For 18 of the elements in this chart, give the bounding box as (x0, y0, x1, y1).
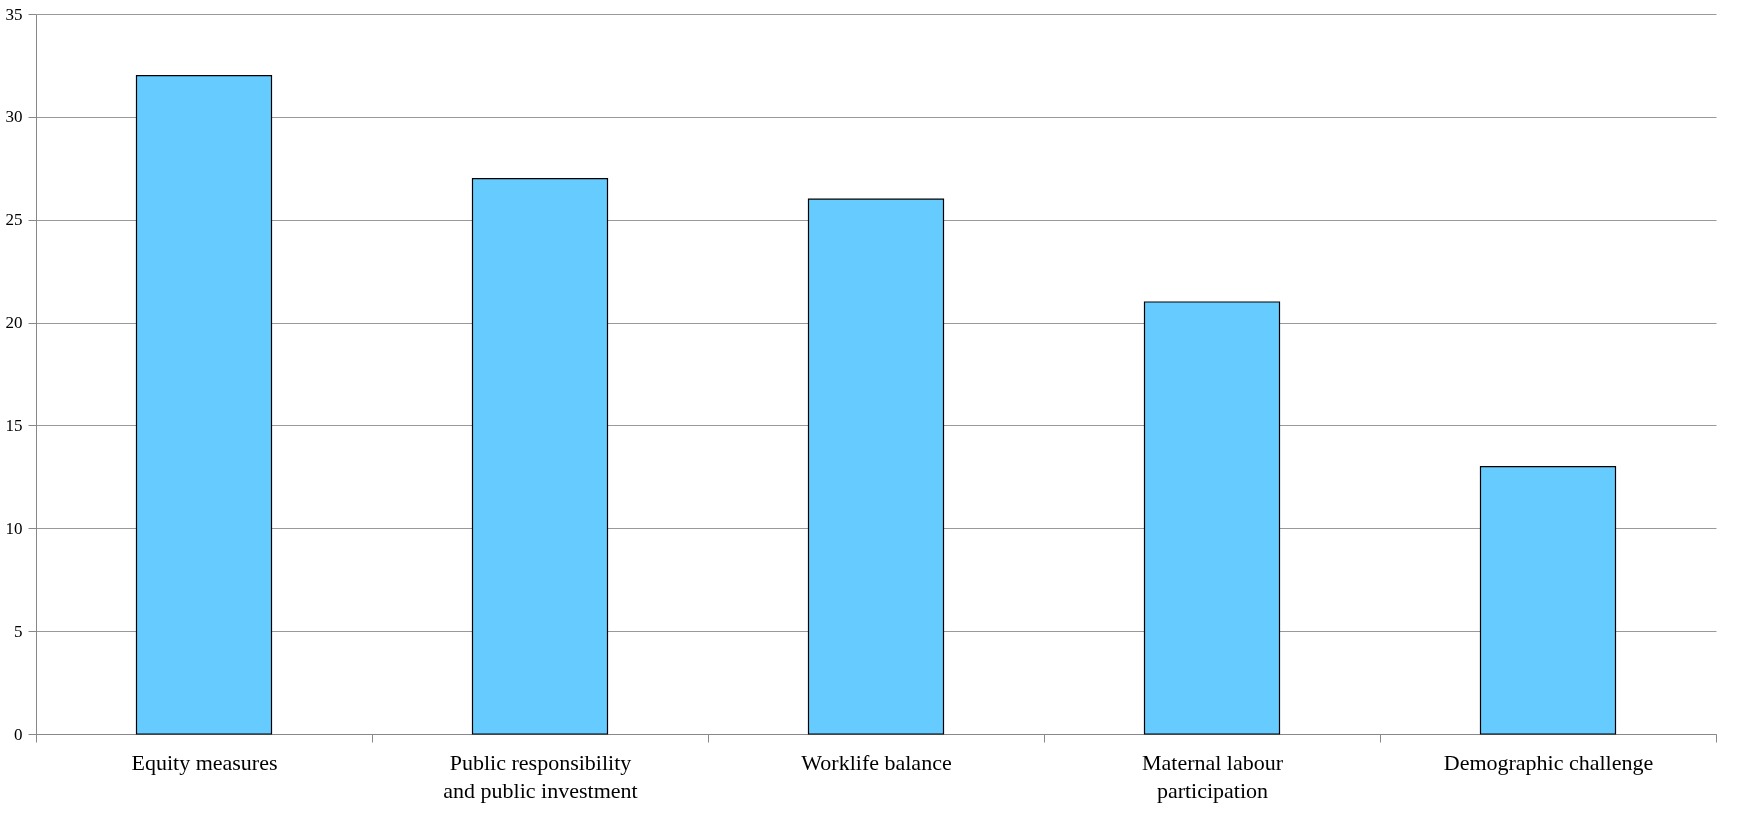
bar (807, 198, 945, 735)
y-tick-label: 20 (5, 313, 23, 333)
x-tick-label: Public responsibility and public investment (443, 749, 638, 803)
y-tick-label: 15 (5, 415, 23, 435)
y-tick-label: 0 (14, 724, 23, 744)
x-tick-label: Equity measures (131, 749, 278, 775)
bar (1479, 465, 1617, 735)
x-tick-label: Maternal labour participation (1141, 749, 1284, 803)
y-tick-label: 30 (5, 107, 23, 127)
bar (1143, 301, 1281, 735)
y-tick-label: 10 (5, 518, 23, 538)
x-tick-label: Worklife balance (801, 749, 952, 775)
bar (135, 75, 273, 735)
y-tick-label: 25 (5, 210, 23, 230)
y-tick-label: 5 (14, 621, 23, 641)
y-tick-label: 35 (5, 4, 23, 24)
bar (471, 177, 609, 735)
x-tick-label: Demographic challenge (1443, 749, 1654, 775)
